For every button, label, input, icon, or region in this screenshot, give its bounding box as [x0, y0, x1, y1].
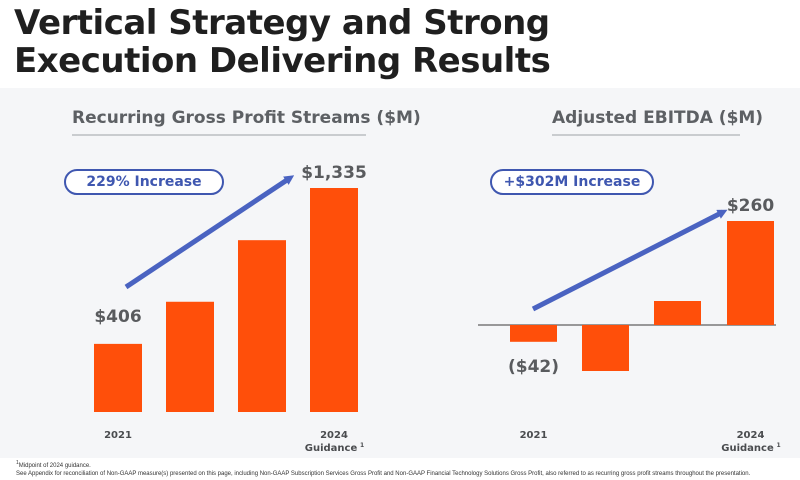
bar-2021 — [510, 325, 557, 342]
chart-1-title-text: Recurring Gross Profit Streams ($M) — [72, 108, 421, 128]
x-tick-superscript-4: 1 — [777, 442, 781, 449]
x-tick-label-1: 2021 — [104, 430, 132, 441]
chart-2-title-underline — [552, 134, 740, 136]
chart-2: ($42) 2021 $260 2024 Guidance 1 — [478, 196, 781, 454]
value-label-4: $1,335 — [301, 163, 367, 183]
chart-2-title: Adjusted EBITDA ($M) — [552, 108, 763, 136]
footnote-1: 1Midpoint of 2024 guidance. — [16, 459, 786, 470]
x-tick-label-4: 2024 — [737, 430, 765, 441]
footnotes: 1Midpoint of 2024 guidance. See Appendix… — [16, 459, 786, 478]
bar-2024-guidance — [727, 221, 774, 325]
bar-2023 — [238, 240, 286, 412]
footnote-2: See Appendix for reconciliation of Non-G… — [16, 471, 751, 477]
x-tick-sublabel-4: Guidance — [721, 443, 774, 454]
bar-2023 — [654, 301, 701, 325]
x-tick-superscript-4: 1 — [360, 442, 364, 449]
chart-2-callout-pill: +$302M Increase — [490, 169, 654, 195]
chart-1-callout-pill: 229% Increase — [64, 169, 224, 195]
bar-2021 — [94, 343, 142, 412]
footnote-1-marker: 1 — [16, 460, 19, 466]
chart-1-title-underline — [72, 134, 366, 136]
x-tick-sublabel-4: Guidance — [305, 443, 358, 454]
chart-1: $406 2021 $1,335 2024 Guidance 1 — [94, 163, 367, 454]
chart-2-title-text: Adjusted EBITDA ($M) — [552, 108, 764, 128]
chart-2-growth-arrow — [531, 209, 728, 312]
bar-2022 — [582, 325, 629, 371]
value-label-1: $406 — [94, 307, 141, 327]
x-tick-label-1: 2021 — [520, 430, 548, 441]
chart-1-title: Recurring Gross Profit Streams ($M) — [72, 108, 421, 136]
footnote-1-text: Midpoint of 2024 guidance. — [18, 463, 91, 469]
page-title: Vertical Strategy and Strong Execution D… — [14, 3, 551, 81]
bar-2024-guidance — [310, 188, 358, 412]
chart-1-growth-arrow — [124, 175, 295, 290]
value-label-4: $260 — [727, 196, 774, 216]
bar-2022 — [166, 301, 214, 412]
value-label-1: ($42) — [508, 357, 559, 377]
x-tick-label-4: 2024 — [320, 430, 348, 441]
